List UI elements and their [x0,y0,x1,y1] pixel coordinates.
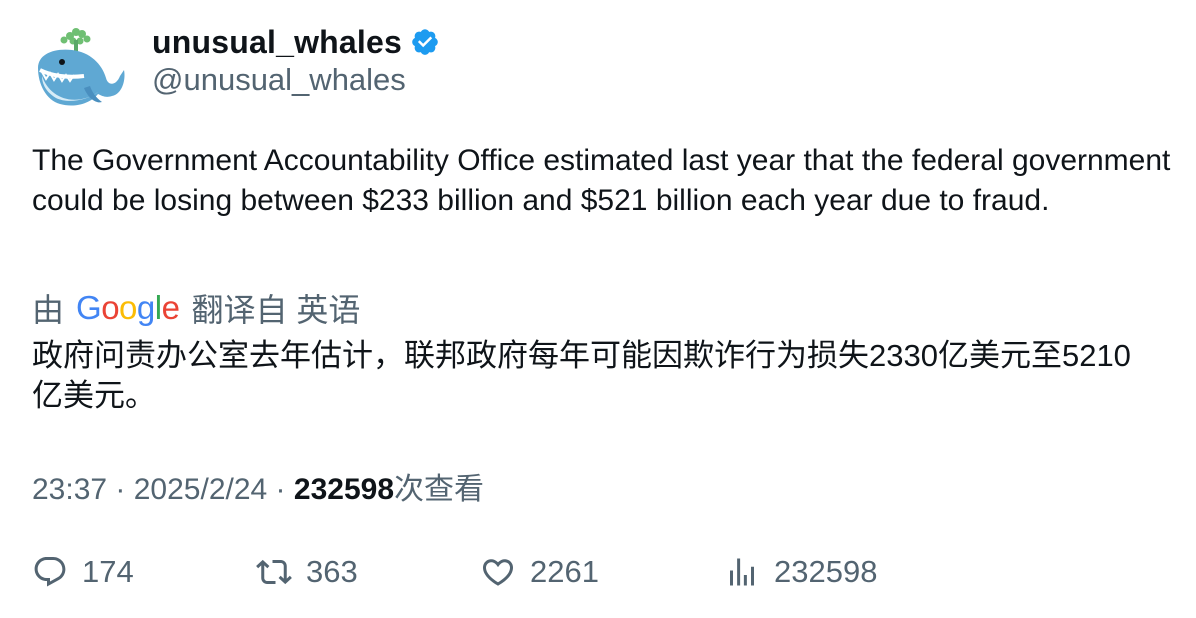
views-count: 232598 [293,473,394,506]
translated-from-label: 翻译自 英语 [191,292,361,328]
translated-by-label: 由 [32,292,65,328]
retweet-icon [256,559,292,585]
reply-icon [34,557,66,587]
reply-count: 174 [82,554,134,589]
retweet-count: 363 [306,554,358,589]
heart-icon [482,559,514,586]
google-logo-letter: g [136,289,155,326]
avatar[interactable] [32,24,128,112]
tweet-date[interactable]: 2025/2/24 [133,473,268,506]
google-logo-letter: l [154,289,162,326]
reply-button[interactable]: 174 [32,550,134,594]
author-handle[interactable]: @unusual_whales [152,62,406,97]
google-logo-letter: o [101,289,120,326]
analytics-icon [730,558,754,586]
tweet-text: The Government Accountability Office est… [32,144,1171,217]
views-label: 次查看 [394,473,484,506]
google-logo-letter: e [161,289,180,326]
views-action-count: 232598 [774,554,878,589]
like-button[interactable]: 2261 [480,550,599,594]
author-display-name[interactable]: unusual_whales [152,23,402,60]
author-name-row: unusual_whales [152,22,440,62]
verified-badge-icon [410,27,440,57]
meta-separator: · [267,473,294,506]
whale-icon [38,28,125,106]
google-logo-letter: G [76,289,102,326]
tweet-time[interactable]: 23:37 [32,473,108,506]
tweet-meta: 23:37 · 2025/2/24 · 232598次查看 [32,464,484,508]
views-button[interactable]: 232598 [724,550,877,594]
translated-text: 政府问责办公室去年估计，联邦政府每年可能因欺诈行为损失2330亿美元至5210亿… [32,338,1131,413]
meta-separator: · [107,473,134,506]
like-count: 2261 [530,554,599,589]
google-logo-letter: o [119,289,137,326]
retweet-button[interactable]: 363 [256,550,358,594]
